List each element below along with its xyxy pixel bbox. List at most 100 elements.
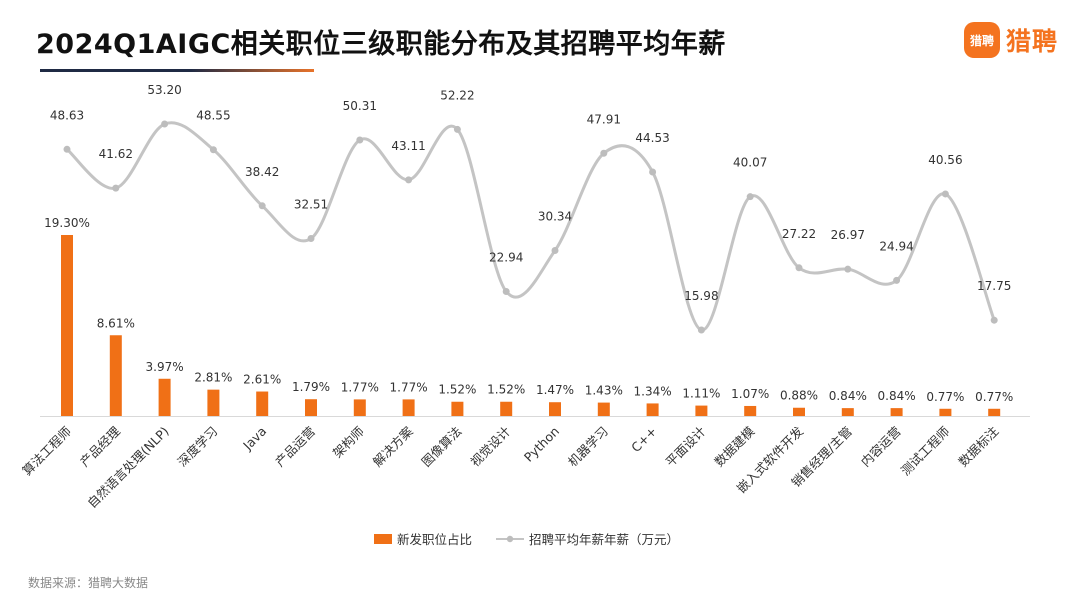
bar-19 <box>988 408 1001 416</box>
bar-value-label-12: 1.34% <box>634 384 672 398</box>
salary-point-3 <box>209 146 217 154</box>
bar-value-label-14: 1.07% <box>731 387 769 401</box>
bar-value-label-4: 2.61% <box>243 373 281 387</box>
salary-value-label-18: 40.56 <box>928 153 962 167</box>
salary-point-5 <box>307 235 315 243</box>
bar-14 <box>744 405 757 416</box>
salary-value-label-6: 50.31 <box>343 99 377 113</box>
bar-15 <box>793 407 805 416</box>
bar-8 <box>451 401 464 416</box>
bar-value-label-19: 0.77% <box>975 390 1013 404</box>
salary-value-label-4: 38.42 <box>245 165 279 179</box>
bar-1 <box>109 335 122 416</box>
bar-value-label-2: 3.97% <box>146 360 184 374</box>
legend-bar-label: 新发职位占比 <box>397 532 472 547</box>
salary-point-18 <box>941 190 949 198</box>
bar-value-label-6: 1.77% <box>341 380 379 394</box>
bar-value-label-0: 19.30% <box>44 216 90 230</box>
salary-value-label-8: 52.22 <box>440 88 474 102</box>
page-title: 2024Q1AIGC相关职位三级职能分布及其招聘平均年薪 <box>36 29 726 60</box>
salary-value-label-11: 47.91 <box>587 112 621 126</box>
salary-value-label-0: 48.63 <box>50 108 84 122</box>
salary-value-label-9: 22.94 <box>489 250 523 264</box>
salary-value-label-16: 26.97 <box>831 228 865 242</box>
bar-11 <box>597 402 610 416</box>
bar-value-label-3: 2.81% <box>194 371 232 385</box>
x-tick-label-12: C++ <box>628 424 660 456</box>
bar-value-label-11: 1.43% <box>585 384 623 398</box>
x-tick-label-17: 内容运营 <box>858 424 904 470</box>
x-tick-label-2: 自然语言处理(NLP) <box>84 424 171 511</box>
salary-line <box>65 121 996 332</box>
bar-6 <box>353 399 366 416</box>
salary-point-14 <box>746 193 754 201</box>
bar-value-label-5: 1.79% <box>292 380 330 394</box>
x-tick-label-9: 视觉设计 <box>467 424 513 470</box>
bar-13 <box>695 405 708 416</box>
x-tick-label-1: 产品经理 <box>77 423 123 469</box>
salary-point-16 <box>844 265 852 273</box>
salary-point-7 <box>405 176 413 184</box>
salary-point-1 <box>112 184 120 192</box>
x-tick-label-14: 数据建模 <box>711 423 757 469</box>
bar-2 <box>158 378 171 416</box>
x-tick-label-7: 解决方案 <box>370 423 416 469</box>
bar-value-label-9: 1.52% <box>487 383 525 397</box>
bar-7 <box>402 399 415 416</box>
salary-point-8 <box>453 125 461 133</box>
salary-point-4 <box>258 202 266 210</box>
bar-value-label-17: 0.84% <box>878 389 916 403</box>
legend-line-marker <box>506 535 514 543</box>
salary-point-19 <box>990 316 998 324</box>
x-tick-label-3: 深度学习 <box>175 424 221 470</box>
x-tick-label-5: 产品运营 <box>272 424 318 470</box>
salary-value-label-3: 48.55 <box>196 109 230 123</box>
x-tick-label-0: 算法工程师 <box>19 424 74 479</box>
x-tick-label-19: 数据标注 <box>955 423 1001 469</box>
salary-point-17 <box>893 276 901 284</box>
liepin-logo-icon: 猎聘 <box>963 22 1000 58</box>
bar-value-label-15: 0.88% <box>780 389 818 403</box>
title-underline <box>40 69 314 72</box>
bar-5 <box>305 399 317 416</box>
salary-point-10 <box>551 247 559 255</box>
bar-value-label-8: 1.52% <box>438 383 476 397</box>
salary-point-11 <box>600 149 608 157</box>
bar-value-label-7: 1.77% <box>390 380 428 394</box>
bar-3 <box>207 389 220 416</box>
brand-logo: 猎聘 猎聘 <box>963 20 1058 60</box>
salary-value-label-12: 44.53 <box>635 131 669 145</box>
x-tick-label-4: Java <box>239 424 269 454</box>
salary-value-label-19: 17.75 <box>977 279 1011 293</box>
salary-point-13 <box>697 326 705 334</box>
bars-layer: 19.30% 8.61% 3.97% 2.81% 2.61% 1.79% 1.77% 1.77… <box>44 216 1013 416</box>
bar-12 <box>646 403 659 416</box>
x-tick-label-13: 平面设计 <box>663 424 709 470</box>
legend-layer: 新发职位占比 招聘平均年薪年薪（万元） <box>374 532 679 547</box>
logo-text: 猎聘 <box>1005 27 1058 56</box>
bar-10 <box>549 402 561 416</box>
salary-value-label-14: 40.07 <box>733 156 767 170</box>
salary-value-label-2: 53.20 <box>147 83 181 97</box>
salary-value-label-13: 15.98 <box>684 289 718 303</box>
bar-9 <box>500 401 513 416</box>
salary-value-label-5: 32.51 <box>294 198 328 212</box>
bar-value-label-10: 1.47% <box>536 383 574 397</box>
salary-point-6 <box>356 136 364 144</box>
legend-line-label: 招聘平均年薪年薪（万元） <box>529 532 679 547</box>
legend-bar-swatch <box>374 534 392 544</box>
salary-point-12 <box>649 168 657 176</box>
x-tick-label-11: 机器学习 <box>565 424 611 470</box>
x-tick-label-10: Python <box>521 424 562 465</box>
salary-point-0 <box>63 145 71 153</box>
bar-value-label-1: 8.61% <box>97 316 135 330</box>
salary-value-label-7: 43.11 <box>391 139 425 153</box>
data-source-note: 数据来源：猎聘大数据 <box>28 576 149 590</box>
salary-point-2 <box>161 120 169 128</box>
line-layer: 48.63 41.62 53.20 48.55 38.42 32.51 50.31 43.11… <box>50 83 1011 334</box>
x-tick-label-18: 测试工程师 <box>898 424 953 479</box>
salary-value-label-17: 24.94 <box>879 239 913 253</box>
salary-value-label-10: 30.34 <box>538 210 572 224</box>
bar-17 <box>890 408 903 416</box>
